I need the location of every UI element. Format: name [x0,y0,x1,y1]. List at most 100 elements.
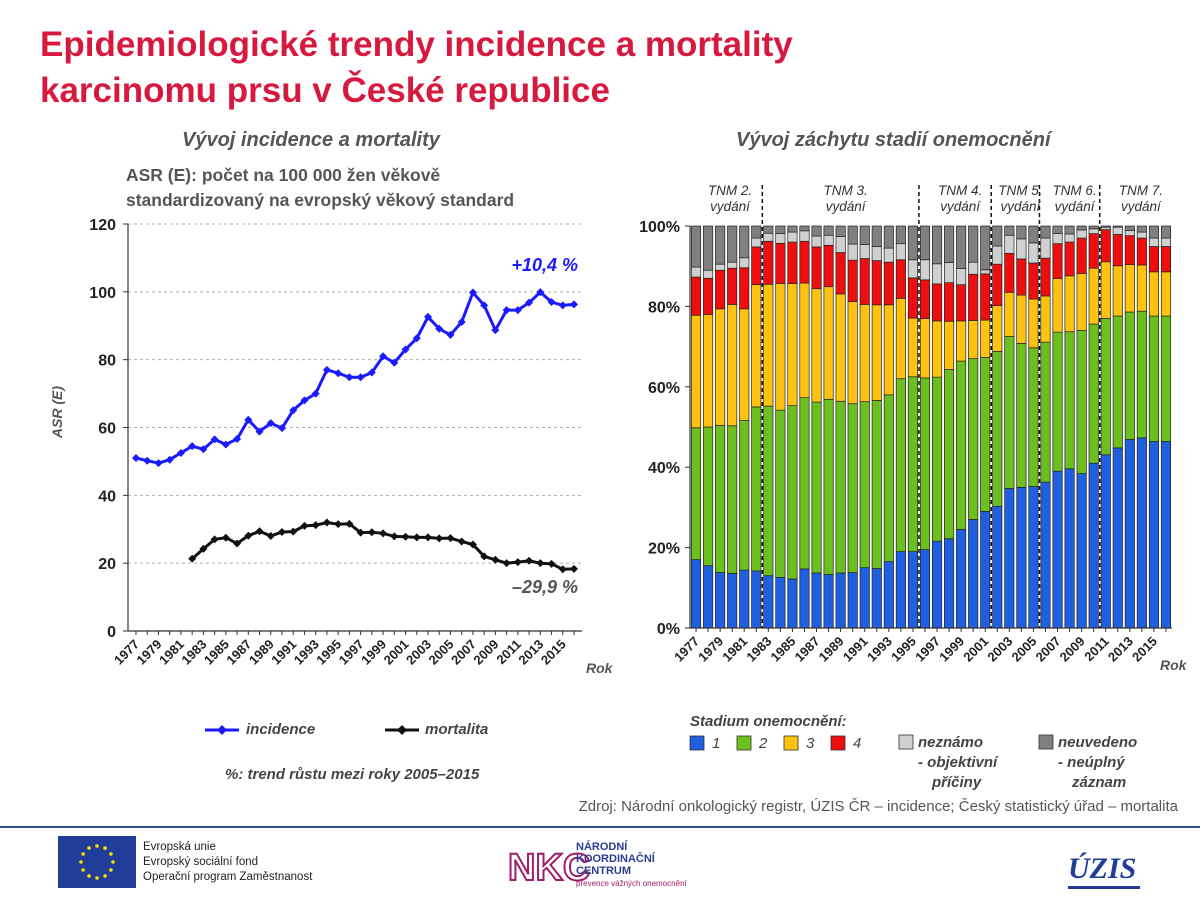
bar-segment-stage-1 [992,505,1003,629]
bar-segment-stage-4 [751,246,762,286]
bar-segment-stage-4 [1028,262,1039,300]
left-chart-subtitle: Vývoj incidence a mortality [182,129,440,151]
point-mortalita [266,532,275,541]
bar-segment-stage-5 [1040,237,1051,259]
point-mortalita [390,532,399,541]
bar-segment-stage-4 [823,244,834,288]
bar-segment-stage-5 [1004,234,1015,254]
legend-swatch-unknown [898,734,914,750]
bar-segment-stage-4 [895,259,906,299]
bar-segment-stage-5 [835,236,846,253]
right-xtick-label: 1983 [743,634,774,665]
bar-segment-stage-1 [1088,462,1099,629]
bar-segment-stage-3 [931,320,943,378]
eu-line2: Evropský sociální fond [143,856,259,868]
bar-segment-stage-2 [1076,330,1087,474]
point-incidence [244,415,253,424]
right-xtick-label: 2013 [1105,634,1136,665]
bar-segment-stage-2 [1064,331,1075,470]
point-incidence [502,306,511,315]
bar-segment-stage-2 [787,405,798,580]
bar-segment-stage-1 [811,572,822,629]
bar-segment-stage-3 [895,298,906,380]
bar-segment-stage-6 [787,225,798,233]
point-mortalita [547,559,556,568]
bar-segment-stage-5 [787,231,798,243]
point-incidence [446,330,455,339]
left-ytick-label: 40 [98,488,116,505]
bar-segment-stage-1 [751,570,762,629]
bar-segment-stage-6 [883,225,894,249]
bar-segment-stage-6 [1088,225,1099,230]
left-ylabel: ASR (E) [49,386,65,439]
bar-segment-stage-1 [823,574,834,629]
bar-segment-stage-2 [823,398,834,575]
bar-segment-stage-6 [944,225,955,263]
point-incidence [233,435,242,444]
bar-segment-stage-4 [1148,246,1159,273]
bar-segment-stage-6 [907,225,918,261]
bar-segment-stage-6 [931,225,943,265]
eu-star-icon [95,876,99,880]
uzis-logo-base [1068,886,1140,889]
tnm-edition-label: TNM 3. [823,183,867,198]
left-ytick-label: 120 [89,217,116,234]
bar-segment-stage-6 [703,225,714,271]
bar-segment-stage-2 [1136,310,1147,439]
nkc-logo-letters: NKC [508,847,590,889]
bar-segment-stage-5 [799,230,810,242]
bar-segment-stage-4 [992,263,1003,306]
point-mortalita [322,518,331,527]
point-mortalita [311,521,320,530]
bar-segment-stage-6 [1148,225,1159,239]
bar-segment-stage-5 [1124,230,1135,236]
bar-segment-stage-6 [847,225,858,245]
bar-segment-stage-6 [1112,225,1123,228]
bar-segment-stage-4 [1004,252,1015,293]
tnm-edition-label: TNM 6. [1052,183,1096,198]
bar-segment-stage-1 [883,561,894,629]
bar-segment-stage-6 [859,225,870,245]
right-xtick-label: 2011 [1081,634,1112,665]
bar-segment-stage-2 [811,401,822,574]
point-incidence [468,288,477,297]
bar-segment-stage-2 [835,400,846,574]
bar-segment-stage-4 [931,283,943,322]
bar-segment-stage-4 [1112,234,1123,267]
stage-legend-label-1: 1 [712,735,721,752]
bar-segment-stage-5 [956,268,967,286]
bar-segment-stage-2 [1088,323,1099,464]
point-incidence [210,435,219,444]
right-xtick-label: 1985 [767,634,798,665]
bar-segment-stage-6 [1016,225,1027,240]
stage-legend-notstated: neuvedeno - neúplný záznam [1058,733,1137,793]
point-incidence [547,298,556,307]
point-incidence [334,369,343,378]
tnm-edition-label: TNM 2. [708,183,752,198]
bar-segment-stage-2 [690,427,702,561]
point-mortalita [221,533,230,542]
legend-mortalita-label: mortalita [425,721,489,738]
bar-segment-stage-2 [739,420,750,571]
bar-segment-stage-2 [715,425,726,573]
point-mortalita [334,520,343,529]
bar-segment-stage-5 [1076,229,1087,239]
bar-segment-stage-1 [859,567,870,629]
bar-segment-stage-5 [944,262,955,284]
bar-segment-stage-2 [1052,331,1063,472]
bar-segment-stage-1 [739,569,750,629]
bar-segment-stage-3 [968,320,979,360]
bar-segment-stage-1 [775,576,786,629]
bar-segment-stage-3 [1148,271,1159,317]
bar-segment-stage-5 [1016,238,1027,260]
bar-segment-stage-2 [727,425,738,574]
bar-segment-stage-3 [1040,295,1051,343]
nkc-line3: CENTRUM [576,865,631,877]
bar-segment-stage-1 [1160,441,1172,629]
point-mortalita [446,534,455,543]
eu-star-icon [87,874,91,878]
point-incidence [536,288,545,297]
bar-segment-stage-1 [944,538,955,629]
bar-segment-stage-2 [956,360,967,530]
